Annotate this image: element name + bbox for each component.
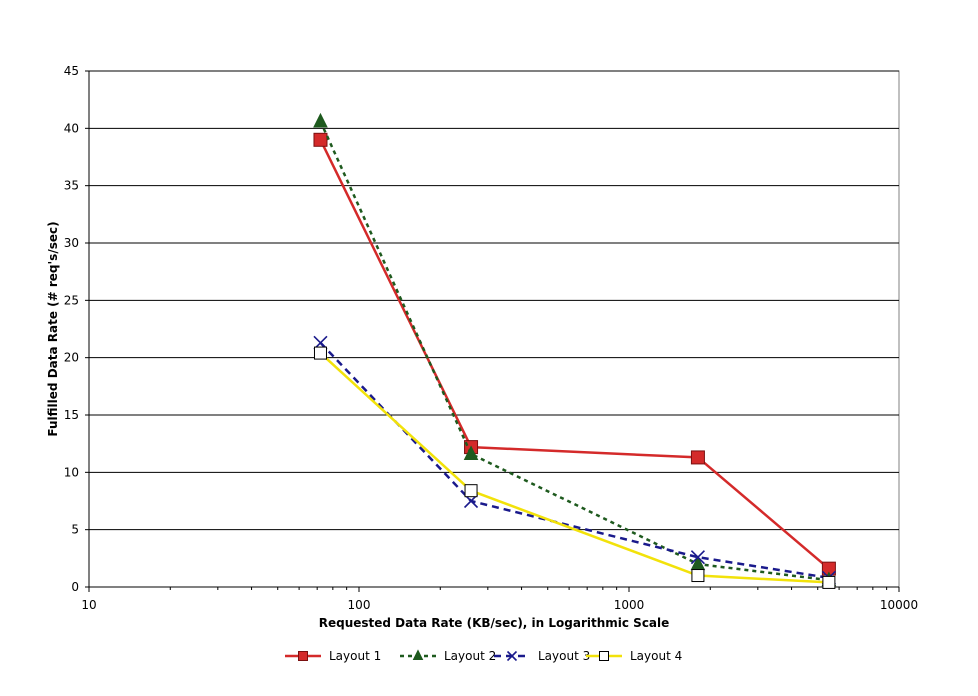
legend-marker-layout-2	[412, 649, 424, 660]
y-tick-label: 45	[64, 64, 79, 78]
x-tick-label: 10000	[880, 598, 918, 612]
legend-label-layout-3: Layout 3	[538, 649, 590, 663]
data-point-layout-1	[313, 132, 328, 147]
legend-item-layout-4: Layout 4	[586, 649, 682, 663]
x-tick-label: 1000	[614, 598, 645, 612]
y-tick-label: 25	[64, 293, 79, 307]
series-line-layout-1	[319, 139, 830, 570]
legend: Layout 1 Layout 2 Layout 3 Layout 4	[285, 649, 682, 663]
y-tick-label: 15	[64, 408, 79, 422]
plot-area	[88, 70, 900, 588]
legend-label-layout-4: Layout 4	[630, 649, 682, 663]
x-axis-title: Requested Data Rate (KB/sec), in Logarit…	[319, 616, 670, 630]
data-point-layout-4	[822, 575, 836, 589]
x-tick-label: 100	[348, 598, 371, 612]
data-point-layout-4	[464, 484, 478, 498]
data-point-layout-3	[690, 550, 705, 565]
legend-item-layout-2: Layout 2	[400, 649, 496, 663]
y-axis-title: Fulfilled Data Rate (# req's/sec)	[46, 221, 60, 436]
series-layout-4	[313, 346, 836, 589]
legend-label-layout-2: Layout 2	[444, 649, 496, 663]
y-tick-label: 5	[71, 523, 79, 537]
legend-item-layout-1: Layout 1	[285, 649, 381, 663]
data-point-layout-4	[691, 569, 705, 583]
series-line-layout-4	[319, 352, 829, 584]
legend-label-layout-1: Layout 1	[329, 649, 381, 663]
series-layer	[313, 112, 837, 589]
y-tick-label: 0	[71, 580, 79, 594]
legend-item-layout-3: Layout 3	[494, 649, 590, 663]
data-point-layout-1	[690, 450, 705, 465]
x-tick-label: 10	[81, 598, 96, 612]
legend-marker-layout-4	[599, 651, 609, 661]
plot-background	[88, 70, 900, 588]
y-tick-label: 40	[64, 121, 79, 135]
y-tick-label: 35	[64, 179, 79, 193]
axes: 0 5 10 15 20 25 30 35 40 45 10 100 1000 10000	[64, 64, 918, 612]
legend-marker-layout-1	[298, 651, 308, 661]
data-point-layout-4	[313, 346, 327, 360]
series-layout-1	[313, 132, 836, 576]
series-line-layout-2	[319, 120, 830, 582]
y-tick-label: 20	[64, 351, 79, 365]
data-point-layout-2	[313, 112, 328, 128]
data-point-layout-2	[463, 445, 479, 460]
gridlines	[89, 70, 899, 531]
y-tick-label: 10	[64, 465, 79, 479]
legend-marker-layout-3	[506, 650, 518, 662]
y-tick-label: 30	[64, 236, 79, 250]
